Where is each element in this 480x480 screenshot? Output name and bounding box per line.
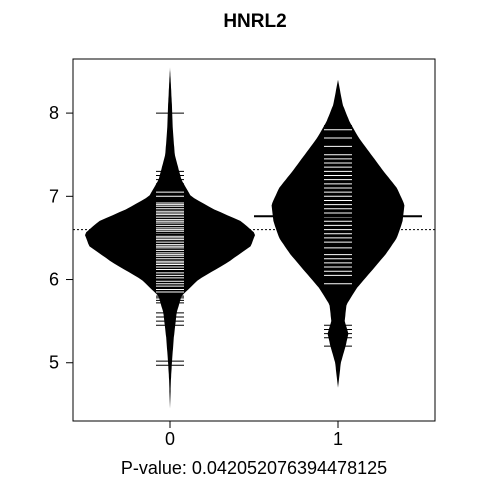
y-tick-label: 6 [49,270,59,290]
y-tick-label: 5 [49,353,59,373]
x-tick-label: 1 [333,429,343,449]
plot-frame [72,58,436,422]
p-value-subtitle: P-value: 0.042052076394478125 [121,458,387,478]
chart-title: HNRL2 [223,11,286,32]
x-tick-label: 0 [165,429,175,449]
y-tick-label: 8 [49,103,59,123]
y-tick-label: 7 [49,186,59,206]
